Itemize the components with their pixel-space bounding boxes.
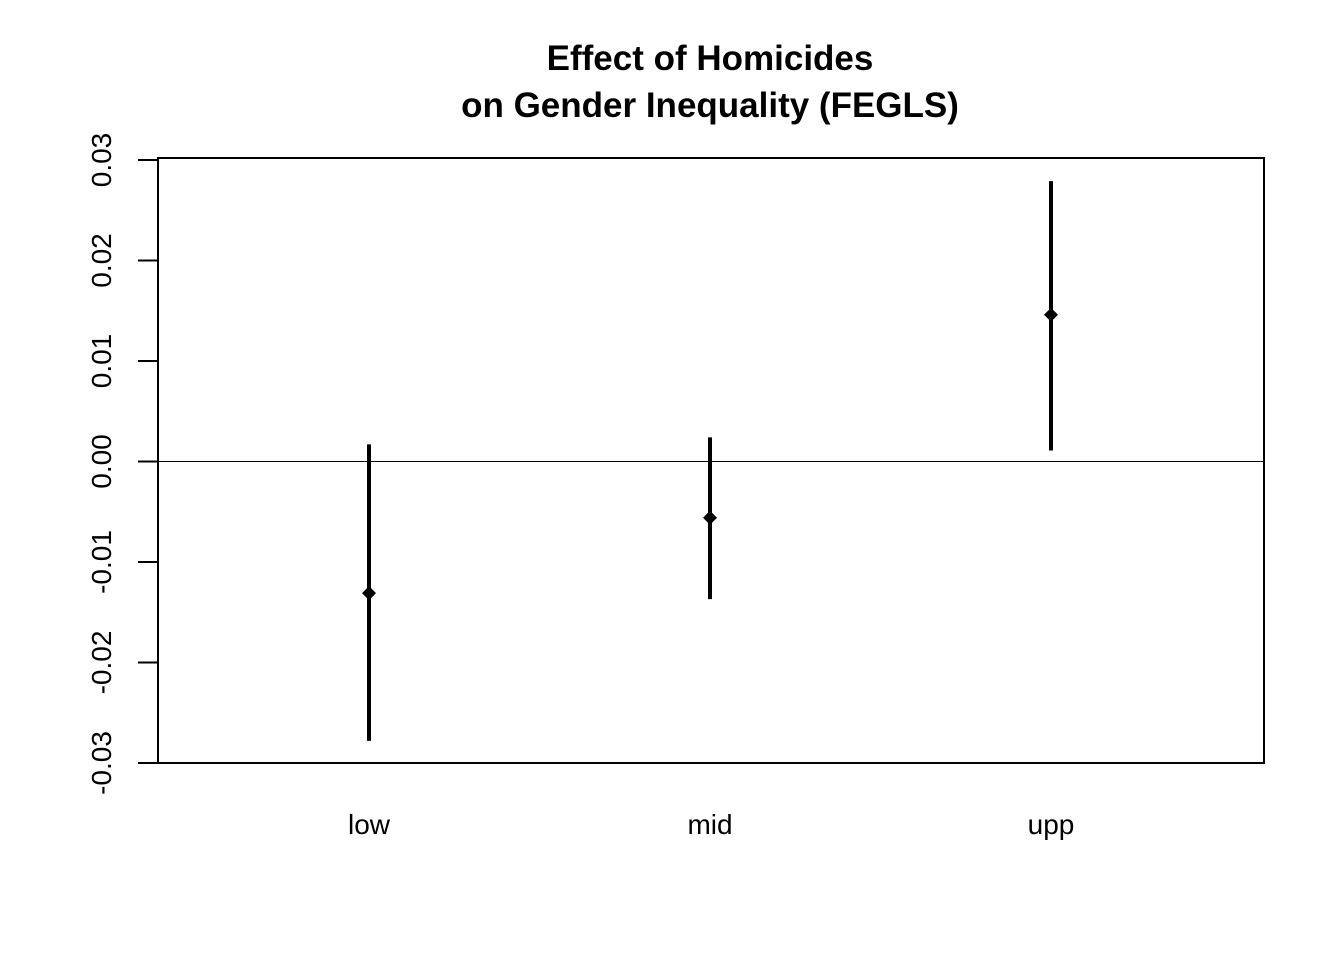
y-tick-label: -0.03 (86, 731, 117, 795)
error-bar-marks (362, 181, 1058, 741)
y-tick-label: 0.01 (86, 334, 117, 389)
estimate-point-low (362, 586, 376, 601)
estimate-point-mid (703, 510, 717, 525)
y-tick-label: -0.01 (86, 530, 117, 594)
y-tick-label: -0.02 (86, 631, 117, 695)
y-tick-label: 0.03 (86, 133, 117, 188)
chart-subtitle: on Gender Inequality (FEGLS) (461, 86, 959, 125)
x-tick-label-upp: upp (1028, 809, 1075, 840)
y-tick-label: 0.00 (86, 434, 117, 489)
chart-title: Effect of Homicides (547, 39, 874, 78)
y-axis: -0.03 -0.02 -0.01 0.00 0.01 0.02 0.03 (86, 133, 158, 795)
y-tick-label: 0.02 (86, 233, 117, 288)
x-tick-label-low: low (348, 809, 391, 840)
x-tick-label-mid: mid (687, 809, 732, 840)
x-axis: low mid upp (348, 809, 1074, 840)
estimate-point-upp (1044, 307, 1058, 322)
